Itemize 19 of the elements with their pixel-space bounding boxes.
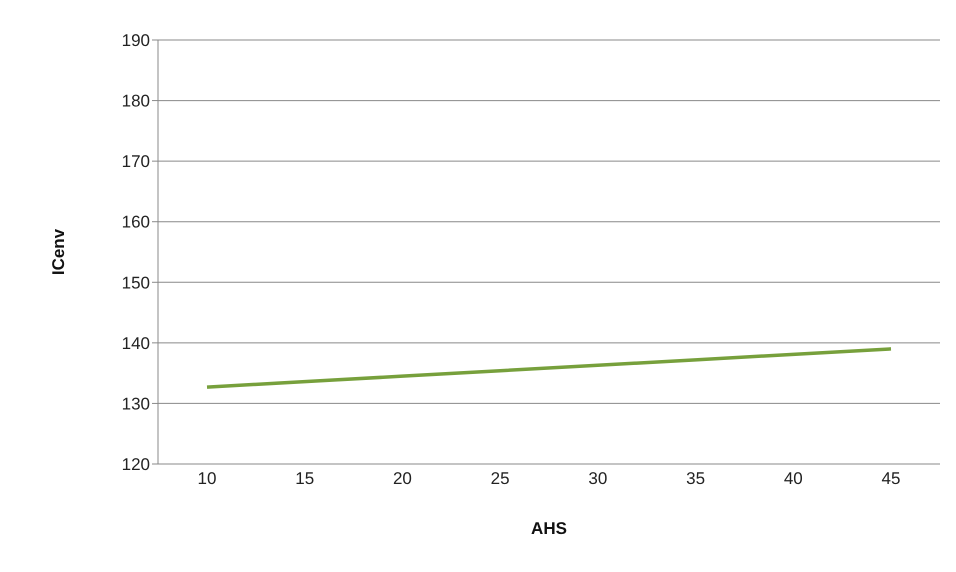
y-axis-title: ICenv	[49, 228, 68, 276]
y-tick-label: 120	[122, 455, 150, 474]
x-tick-label: 40	[784, 469, 803, 488]
x-tick-label: 30	[588, 469, 608, 488]
x-tick-label: 10	[198, 469, 216, 488]
y-tick-label: 140	[122, 334, 150, 353]
y-tick-label: 170	[122, 152, 150, 172]
y-tick-label: 190	[122, 31, 150, 50]
x-axis-title: AHS	[531, 519, 567, 538]
x-tick-label: 35	[686, 469, 706, 488]
y-tick-label: 130	[122, 394, 150, 414]
line-series	[205, 347, 893, 389]
x-tick-label: 45	[882, 469, 900, 488]
x-tick-label: 20	[392, 469, 412, 488]
y-tick-label: 160	[122, 212, 150, 232]
y-tick-label: 150	[122, 273, 150, 292]
x-tick-label: 25	[490, 469, 510, 488]
y-tick-label: 180	[122, 92, 150, 111]
x-tick-label: 15	[295, 469, 314, 488]
